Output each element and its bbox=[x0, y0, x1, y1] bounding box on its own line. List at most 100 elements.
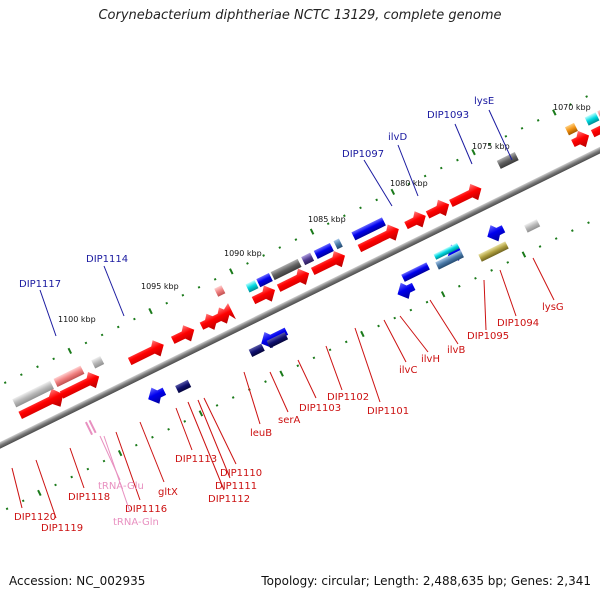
minor-tick bbox=[554, 237, 558, 240]
gene-label-dip1102: DIP1102 bbox=[327, 392, 369, 403]
gene-label-dip1095: DIP1095 bbox=[467, 331, 509, 342]
gene-arrow bbox=[148, 387, 167, 404]
gene-label-dip1101: DIP1101 bbox=[367, 406, 409, 417]
minor-tick bbox=[456, 158, 459, 162]
minor-tick bbox=[409, 308, 413, 312]
rna-labels: tRNA-Glu tRNA-Gln bbox=[98, 435, 159, 528]
rna-markers bbox=[84, 419, 97, 436]
major-tick bbox=[552, 109, 557, 116]
minor-tick bbox=[86, 467, 90, 471]
minor-tick bbox=[21, 499, 25, 503]
gene-label-dip1120: DIP1120 bbox=[14, 512, 56, 523]
gene-arrow bbox=[175, 379, 192, 394]
trna-glu-marker bbox=[84, 421, 93, 436]
major-tick bbox=[309, 228, 315, 235]
gene-arrow bbox=[571, 130, 590, 148]
minor-tick bbox=[506, 261, 510, 264]
minor-tick bbox=[359, 206, 362, 210]
genome-strip bbox=[0, 95, 600, 511]
gene-label-dip1114: DIP1114 bbox=[86, 254, 128, 265]
gene-label-ilvc: ilvC bbox=[399, 365, 417, 376]
gene-label-dip1097: DIP1097 bbox=[342, 149, 384, 160]
gene-arrow bbox=[59, 371, 100, 399]
page-title: Corynebacterium diphtheriae NCTC 13129, … bbox=[98, 8, 502, 23]
scale-label: 1090 kbp bbox=[224, 249, 262, 258]
major-tick bbox=[521, 251, 527, 258]
gene-arrow bbox=[433, 242, 460, 260]
major-tick bbox=[390, 188, 396, 196]
minor-tick bbox=[3, 381, 7, 384]
scale-ticks-upper bbox=[3, 95, 588, 384]
minor-tick bbox=[375, 198, 379, 202]
major-tick bbox=[198, 410, 204, 417]
gene-label-lysg: lysG bbox=[542, 302, 564, 313]
gene-label-sera: serA bbox=[278, 415, 300, 426]
forward-strand-genes bbox=[18, 117, 600, 419]
major-tick bbox=[279, 370, 284, 377]
gene-arrow bbox=[276, 268, 310, 292]
gene-arrow bbox=[18, 388, 64, 419]
gene-arrow bbox=[310, 251, 346, 276]
minor-tick bbox=[133, 317, 136, 321]
minor-tick bbox=[425, 300, 429, 304]
gene-arrow bbox=[223, 303, 236, 320]
minor-tick bbox=[538, 245, 542, 248]
minor-tick bbox=[151, 435, 154, 439]
minor-tick bbox=[102, 459, 106, 463]
gene-label-dip1094: DIP1094 bbox=[497, 318, 539, 329]
minor-tick bbox=[423, 174, 427, 178]
scale-label: 1080 kbp bbox=[390, 179, 428, 188]
minor-tick bbox=[296, 364, 300, 368]
minor-tick bbox=[165, 301, 169, 305]
minor-tick bbox=[20, 373, 23, 377]
major-tick bbox=[440, 291, 446, 298]
minor-tick bbox=[197, 285, 201, 289]
scale-labels: 1070 kbp 1075 kbp 1080 kbp 1085 kbp 1090… bbox=[58, 103, 591, 324]
minor-tick bbox=[326, 222, 330, 226]
bottom-gene-labels: lysG DIP1094 DIP1095 ilvB ilvH ilvC DIP1… bbox=[11, 257, 564, 534]
major-tick bbox=[229, 268, 234, 275]
minor-tick bbox=[520, 127, 524, 130]
minor-tick bbox=[215, 404, 219, 407]
gene-label-ilvh: ilvH bbox=[421, 354, 440, 365]
minor-tick bbox=[587, 221, 590, 225]
minor-tick bbox=[312, 356, 316, 360]
major-tick bbox=[67, 347, 73, 354]
minor-tick bbox=[181, 293, 185, 297]
minor-tick bbox=[5, 507, 9, 511]
gene-arrow bbox=[404, 211, 426, 230]
minor-tick bbox=[100, 333, 104, 337]
scale-label: 1100 kbp bbox=[58, 315, 96, 324]
gene-label-dip1112: DIP1112 bbox=[208, 494, 250, 505]
gene-label-ilvb: ilvB bbox=[447, 345, 465, 356]
minor-tick bbox=[36, 365, 39, 369]
gene-arrow bbox=[449, 183, 482, 208]
trna-gln-marker bbox=[88, 419, 97, 434]
scale-label: 1075 kbp bbox=[472, 142, 510, 151]
gene-arrow bbox=[248, 343, 265, 357]
gene-label-dip1103: DIP1103 bbox=[299, 403, 341, 414]
gene-label-lyse: lysE bbox=[474, 96, 494, 107]
minor-tick bbox=[585, 95, 588, 98]
minor-tick bbox=[231, 396, 235, 399]
minor-tick bbox=[134, 443, 138, 447]
minor-tick bbox=[264, 380, 267, 383]
rna-label-trna-gln: tRNA-Gln bbox=[113, 517, 159, 528]
gene-label-leub: leuB bbox=[250, 428, 272, 439]
minor-tick bbox=[262, 254, 265, 257]
minor-tick bbox=[54, 483, 57, 487]
minor-tick bbox=[84, 341, 88, 345]
gene-arrow bbox=[170, 325, 195, 344]
minor-tick bbox=[116, 325, 120, 329]
minor-tick bbox=[457, 284, 461, 288]
minor-tick bbox=[294, 238, 298, 241]
genome-summary-text: Topology: circular; Length: 2,488,635 bp… bbox=[261, 574, 591, 588]
major-tick bbox=[37, 489, 42, 497]
minor-tick bbox=[393, 316, 397, 320]
minor-tick bbox=[328, 348, 332, 352]
minor-tick bbox=[571, 229, 574, 232]
minor-tick bbox=[490, 269, 493, 272]
genome-backbone bbox=[0, 110, 600, 487]
minor-tick bbox=[343, 214, 346, 218]
